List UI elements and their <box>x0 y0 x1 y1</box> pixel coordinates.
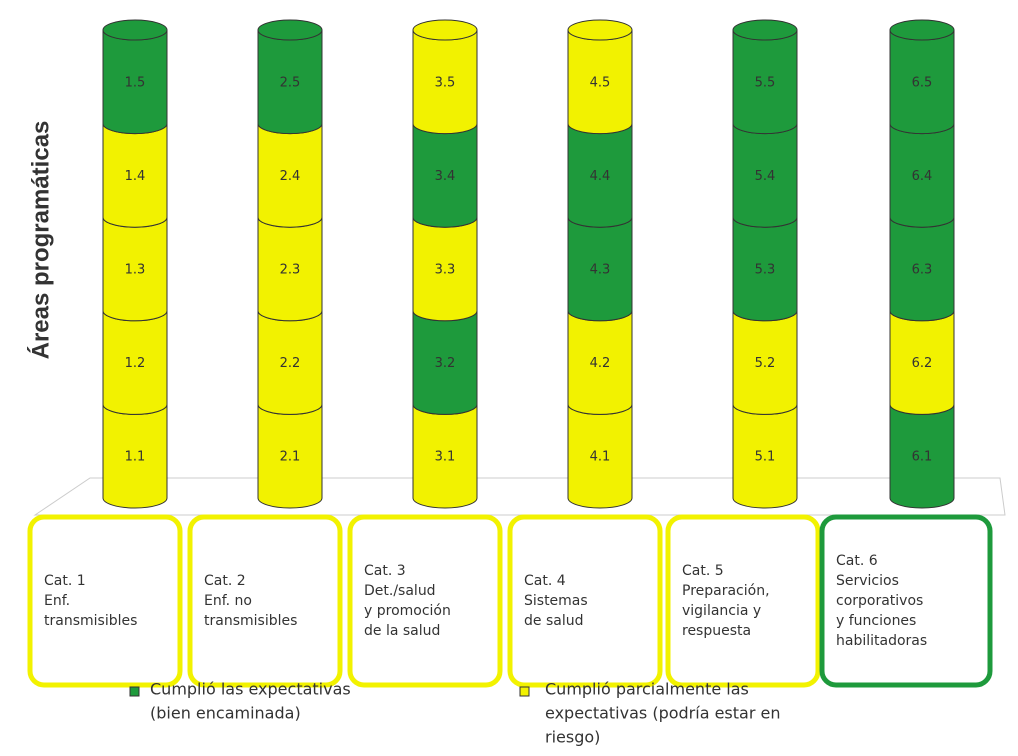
floor <box>33 477 1006 516</box>
segment-label: 1.4 <box>125 169 146 184</box>
category-box <box>665 514 821 688</box>
segment-label: 5.2 <box>755 356 776 371</box>
category-box <box>27 514 183 688</box>
segment-label: 6.1 <box>912 450 933 465</box>
legend-swatch <box>129 686 140 697</box>
segment-label: 6.5 <box>912 75 933 90</box>
legend-text: Cumplió parcialmente las <box>545 680 749 699</box>
segment-label: 4.2 <box>590 356 611 371</box>
category-label: respuesta <box>682 623 751 639</box>
segment-label: 6.2 <box>912 356 933 371</box>
category-label: Cat. 4 <box>524 573 566 589</box>
segment-label: 1.5 <box>125 75 146 90</box>
segment-label: 5.3 <box>755 263 776 278</box>
segment-label: 2.2 <box>280 356 301 371</box>
segment-label: 4.5 <box>590 75 611 90</box>
category-label: y promoción <box>364 603 451 619</box>
segment-label: 5.1 <box>755 450 776 465</box>
segment-label: 6.3 <box>912 263 933 278</box>
segment-label: 1.3 <box>125 263 146 278</box>
category-label: de la salud <box>364 623 440 639</box>
category-label: Preparación, <box>682 583 770 599</box>
category-label: transmisibles <box>44 613 137 629</box>
category-label: vigilancia y <box>682 603 761 619</box>
legend-swatch <box>519 686 530 697</box>
segment-label: 1.1 <box>125 450 146 465</box>
category-label: de salud <box>524 613 583 629</box>
category-label: Sistemas <box>524 593 588 609</box>
segment-label: 4.4 <box>590 169 611 184</box>
segment-label: 2.5 <box>280 75 301 90</box>
category-label: Cat. 1 <box>44 573 86 589</box>
category-label: Enf. no <box>204 593 252 609</box>
segment-label: 3.5 <box>435 75 456 90</box>
y-axis-label: Áreas programáticas <box>26 121 54 360</box>
category-label: Det./salud <box>364 583 436 599</box>
segment-label: 4.3 <box>590 263 611 278</box>
segment-label: 5.4 <box>755 169 776 184</box>
category-label: Cat. 6 <box>836 553 878 569</box>
segment-label: 3.4 <box>435 169 456 184</box>
segment-label: 1.2 <box>125 356 146 371</box>
category-box <box>347 514 503 688</box>
category-label: habilitadoras <box>836 633 927 649</box>
cylinder-cap <box>567 19 633 41</box>
category-label: Cat. 5 <box>682 563 724 579</box>
segment-label: 4.1 <box>590 450 611 465</box>
segment-label: 3.3 <box>435 263 456 278</box>
legend-text: Cumplió las expectativas <box>150 680 351 699</box>
legend-text: (bien encaminada) <box>150 704 301 723</box>
category-box <box>819 514 993 688</box>
cylinder-cap <box>102 19 168 41</box>
cylinder-cap <box>257 19 323 41</box>
segment-label: 5.5 <box>755 75 776 90</box>
category-label: Cat. 2 <box>204 573 246 589</box>
cylinder-cap <box>412 19 478 41</box>
segment-label: 2.4 <box>280 169 301 184</box>
segment-label: 2.1 <box>280 450 301 465</box>
legend-text: riesgo) <box>545 728 600 747</box>
category-box <box>507 514 663 688</box>
segment-label: 2.3 <box>280 263 301 278</box>
segment-label: 6.4 <box>912 169 933 184</box>
category-label: Servicios <box>836 573 899 589</box>
category-label: y funciones <box>836 613 916 629</box>
segment-label: 3.2 <box>435 356 456 371</box>
cylinder-cap <box>889 19 955 41</box>
category-label: transmisibles <box>204 613 297 629</box>
category-label: corporativos <box>836 593 923 609</box>
cylinder-cap <box>732 19 798 41</box>
category-label: Enf. <box>44 593 70 609</box>
category-label: Cat. 3 <box>364 563 406 579</box>
segment-label: 3.1 <box>435 450 456 465</box>
category-box <box>187 514 343 688</box>
legend-text: expectativas (podría estar en <box>545 704 780 723</box>
